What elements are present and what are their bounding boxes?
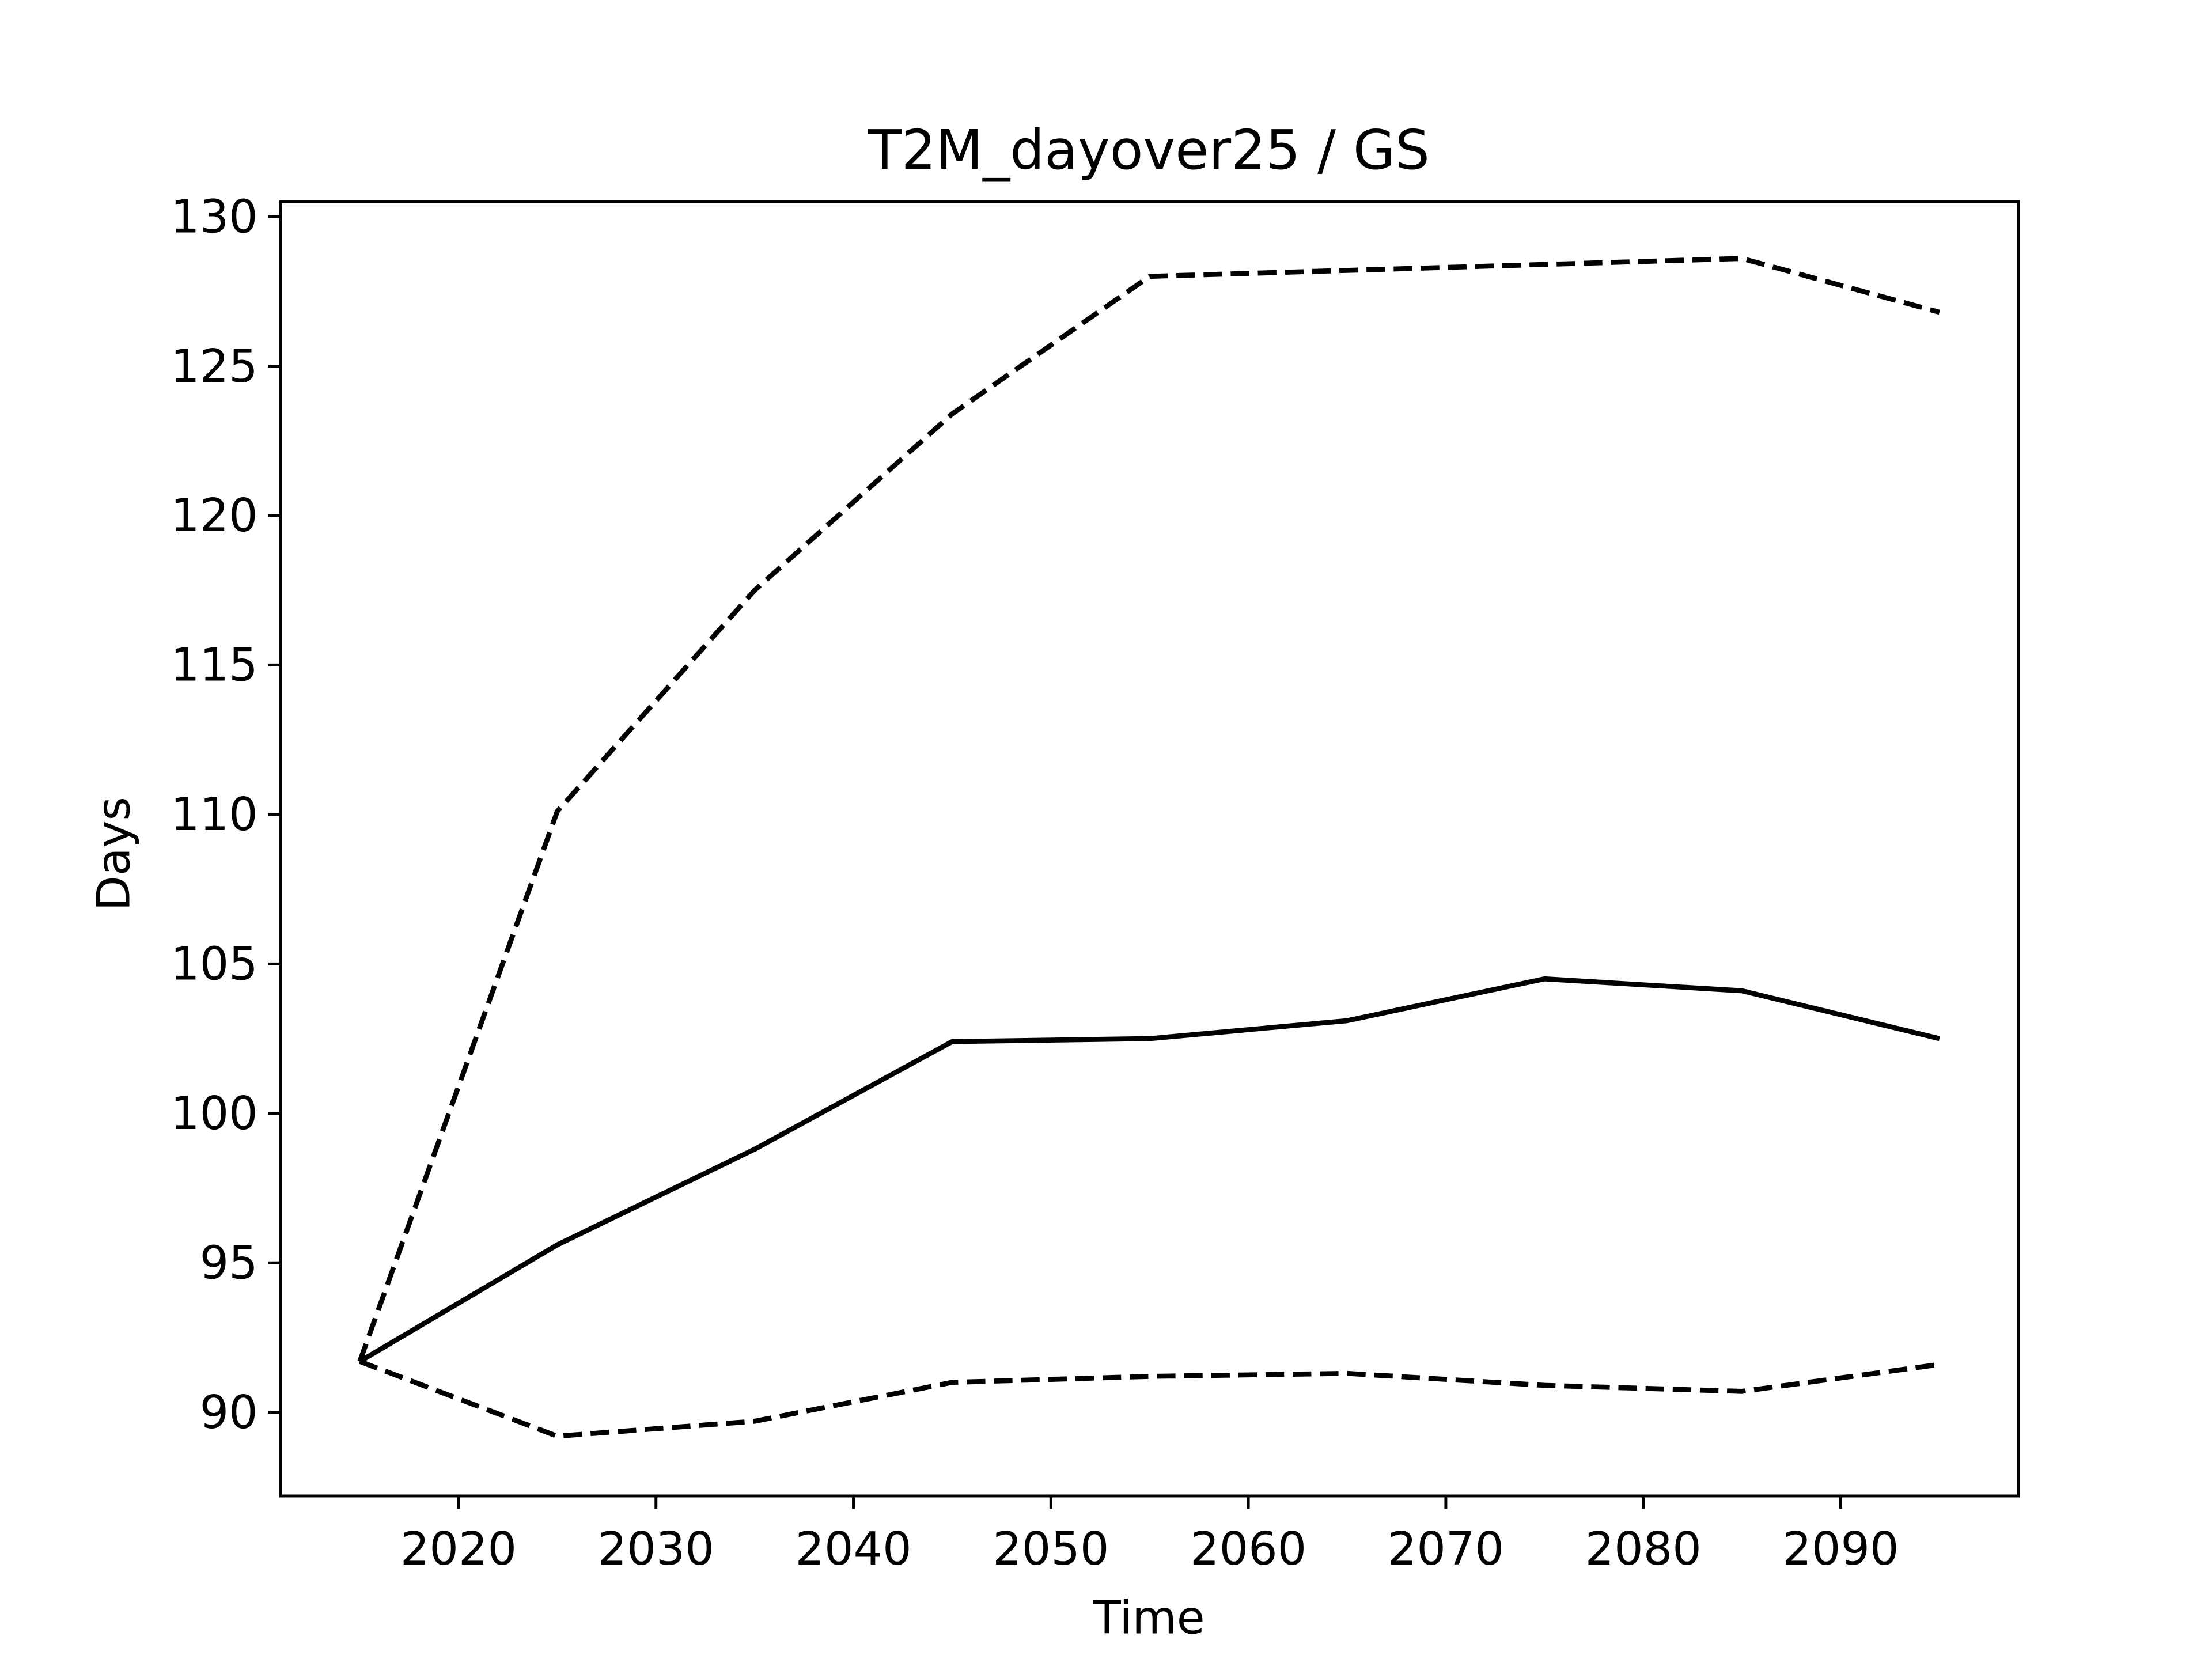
y-tick-label: 130	[171, 190, 258, 243]
plot-frame	[279, 200, 2020, 1498]
x-tick-label: 2070	[1388, 1522, 1504, 1575]
x-tick-label: 2090	[1782, 1522, 1899, 1575]
x-tick-label: 2020	[400, 1522, 517, 1575]
x-tick-label: 2060	[1190, 1522, 1306, 1575]
y-tick-label: 105	[171, 937, 258, 991]
series-line	[357, 256, 1941, 1362]
x-axis-label: Time	[1092, 1590, 1205, 1644]
y-tick-label: 110	[171, 787, 258, 841]
series-line	[359, 1359, 1940, 1439]
y-tick-label: 115	[171, 638, 258, 692]
chart-title: T2M_dayover25 / GS	[868, 119, 1430, 182]
x-tick-label: 2030	[598, 1522, 714, 1575]
y-tick-label: 125	[171, 339, 258, 393]
y-tick-label: 100	[171, 1086, 258, 1140]
x-tick-label: 2040	[795, 1522, 911, 1575]
x-tick-label: 2050	[993, 1522, 1109, 1575]
y-axis-label: Days	[86, 797, 140, 911]
y-tick-label: 90	[200, 1385, 258, 1439]
y-tick-label: 120	[171, 488, 258, 542]
series-line	[358, 976, 1940, 1364]
y-tick-label: 95	[200, 1236, 258, 1290]
x-tick-label: 2080	[1585, 1522, 1702, 1575]
